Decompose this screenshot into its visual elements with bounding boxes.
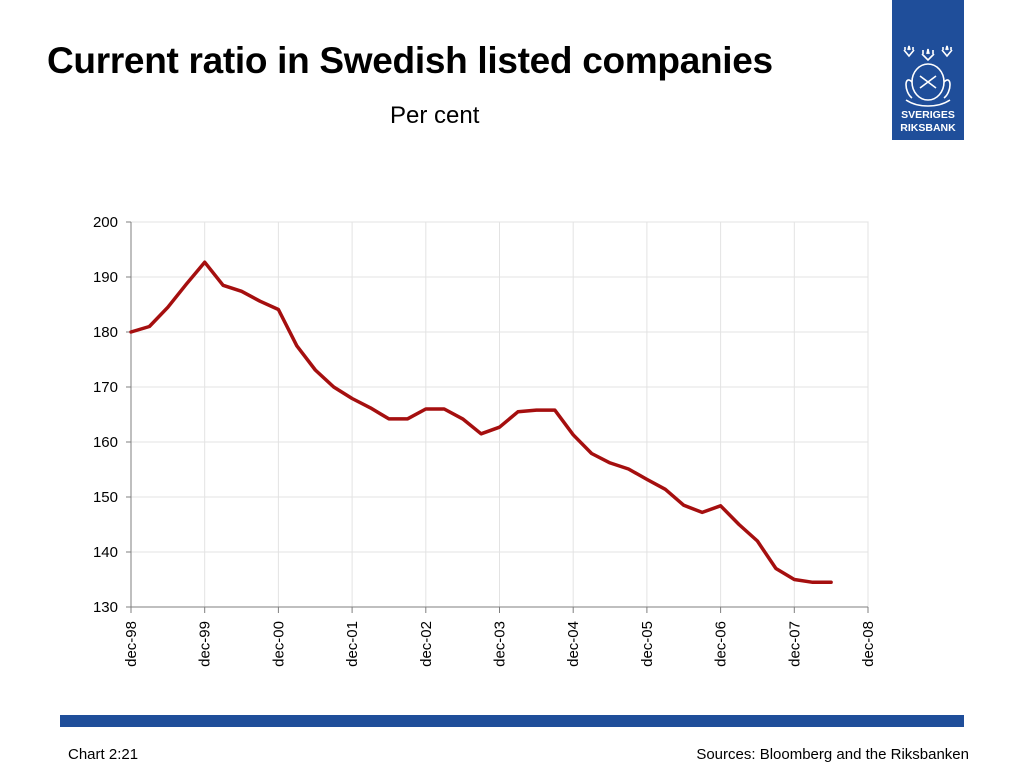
- coat-of-arms-icon: [903, 45, 953, 107]
- y-tick-label: 170: [93, 379, 118, 396]
- x-tick-label: dec-04: [565, 621, 582, 667]
- y-axis-ticks: 130 140 150 160 170 180 190 200: [93, 214, 118, 616]
- x-tick-label: dec-03: [492, 621, 509, 667]
- y-tick-label: 140: [93, 544, 118, 561]
- x-tick-label: dec-02: [418, 621, 435, 667]
- y-tick-label: 150: [93, 489, 118, 506]
- y-tick-label: 160: [93, 434, 118, 451]
- x-axis-ticks: dec-98 dec-99 dec-00 dec-01 dec-02 dec-03 dec-…: [123, 621, 877, 667]
- x-tick-label: dec-05: [639, 621, 656, 667]
- page-title: Current ratio in Swedish listed companie…: [47, 40, 773, 81]
- y-tick-label: 200: [93, 214, 118, 231]
- x-tick-label: dec-01: [344, 621, 361, 667]
- riksbank-logo: SVERIGES RIKSBANK: [892, 0, 964, 140]
- svg-text:SVERIGES: SVERIGES: [901, 109, 955, 121]
- chart-subtitle: Per cent: [390, 102, 480, 129]
- footer-bar: [60, 715, 964, 727]
- x-tick-label: dec-06: [713, 621, 730, 667]
- y-tick-label: 190: [93, 269, 118, 286]
- y-tick-label: 130: [93, 599, 118, 616]
- x-tick-label: dec-99: [197, 621, 214, 667]
- x-tick-label: dec-08: [860, 621, 877, 667]
- axes: [126, 221, 869, 613]
- svg-text:RIKSBANK: RIKSBANK: [900, 122, 956, 134]
- sources-note: Sources: Bloomberg and the Riksbanken: [696, 746, 969, 763]
- x-tick-label: dec-00: [270, 621, 287, 667]
- series: [129, 260, 833, 585]
- chart-number: Chart 2:21: [68, 746, 139, 763]
- series-line: [129, 260, 833, 585]
- x-tick-label: dec-98: [123, 621, 140, 667]
- x-tick-label: dec-07: [786, 621, 803, 667]
- grid: [130, 221, 869, 608]
- y-tick-label: 180: [93, 324, 118, 341]
